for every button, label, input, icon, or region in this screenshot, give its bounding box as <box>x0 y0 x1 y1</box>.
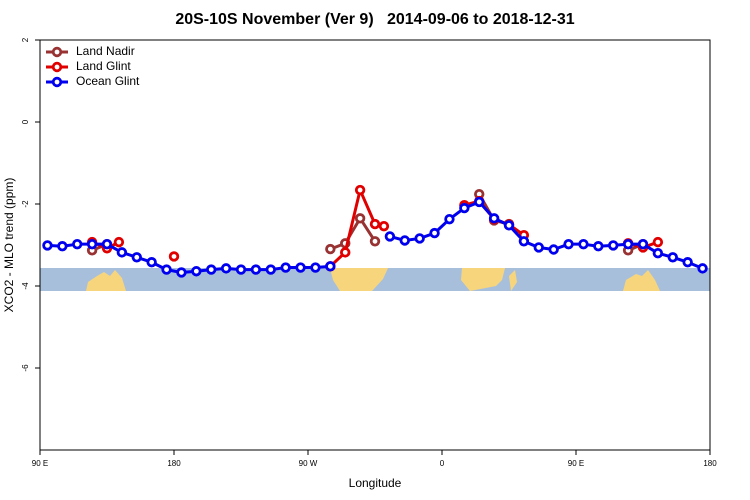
data-point <box>86 238 98 250</box>
data-point <box>578 238 589 250</box>
data-point <box>682 257 693 268</box>
legend-label: Ocean Glint <box>76 74 140 88</box>
data-point <box>220 263 232 274</box>
data-point <box>378 220 390 232</box>
data-point <box>429 227 440 239</box>
data-point <box>295 262 306 273</box>
data-point <box>459 202 470 214</box>
data-point <box>206 264 217 275</box>
data-point <box>101 238 113 250</box>
data-point <box>354 213 366 224</box>
data-point <box>563 238 574 250</box>
data-point <box>191 266 202 277</box>
data-point <box>444 213 455 225</box>
chart-title: 20S-10S November (Ver 9) 2014-09-06 to 2… <box>175 11 574 28</box>
data-point <box>503 220 515 231</box>
data-point <box>265 264 276 275</box>
legend-marker <box>51 61 63 73</box>
land <box>330 268 388 291</box>
data-point <box>42 240 53 251</box>
data-point <box>414 233 425 244</box>
data-point <box>369 236 381 247</box>
data-point <box>533 242 544 253</box>
data-point <box>488 213 500 224</box>
data-point <box>637 238 649 250</box>
data-point <box>176 267 187 278</box>
data-point <box>622 238 634 250</box>
data-point <box>131 252 142 263</box>
data-point <box>280 262 291 273</box>
data-point <box>384 231 396 242</box>
land <box>461 268 505 291</box>
y-axis-label: XCO2 - MLO trend (ppm) <box>2 178 16 313</box>
x-tick-label: 180 <box>703 459 717 468</box>
y-tick-label: -6 <box>21 364 30 372</box>
legend-label: Land Nadir <box>76 44 135 58</box>
data-point <box>354 184 366 196</box>
data-point <box>250 264 262 275</box>
data-point <box>340 247 351 258</box>
data-point <box>113 236 125 248</box>
y-tick-label: 2 <box>21 37 30 42</box>
y-tick-label: 0 <box>21 119 30 124</box>
land <box>623 270 660 291</box>
data-point <box>518 236 530 247</box>
x-tick-label: 0 <box>440 459 445 468</box>
data-point <box>72 238 83 250</box>
data-point <box>57 241 68 252</box>
x-tick-label: 90 E <box>568 459 584 468</box>
legend-marker <box>51 46 63 58</box>
data-point <box>116 247 128 258</box>
data-point <box>146 257 157 268</box>
data-point <box>310 262 321 273</box>
data-point <box>652 247 664 259</box>
land <box>86 270 126 291</box>
x-tick-label: 180 <box>167 459 181 468</box>
land <box>509 270 517 291</box>
data-point <box>325 243 336 255</box>
y-tick-label: -4 <box>21 282 30 290</box>
data-point <box>235 264 247 275</box>
y-tick-label: -2 <box>21 200 30 208</box>
data-point <box>667 252 678 263</box>
data-point <box>608 240 619 251</box>
map-strip <box>40 268 710 291</box>
data-point <box>593 241 604 252</box>
legend-label: Land Glint <box>76 59 131 73</box>
x-tick-label: 90 W <box>299 459 318 468</box>
data-point <box>474 196 485 208</box>
legend-marker <box>51 76 63 88</box>
data-point <box>697 263 708 274</box>
x-tick-label: 90 E <box>32 459 48 468</box>
series-line <box>91 193 644 252</box>
data-point <box>399 235 410 246</box>
data-point <box>161 264 172 275</box>
x-axis-label: Longitude <box>349 476 402 490</box>
data-point <box>548 244 559 255</box>
data-point <box>369 218 381 230</box>
data-point <box>652 236 664 248</box>
data-point <box>168 251 180 262</box>
data-point <box>325 261 336 272</box>
plot-frame <box>39 39 711 451</box>
